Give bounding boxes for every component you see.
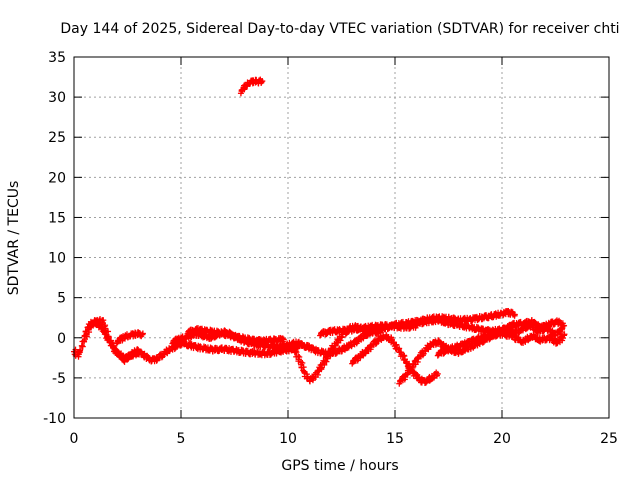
data-point [320, 357, 327, 364]
data-point [259, 78, 266, 85]
data-point [145, 354, 152, 361]
data-point [258, 78, 265, 85]
data-point [79, 343, 86, 350]
data-point [403, 359, 410, 366]
chart-title: Day 144 of 2025, Sidereal Day-to-day VTE… [60, 21, 619, 37]
data-point [511, 311, 518, 318]
y-tick-labels: -10 -5 0 5 10 15 20 25 30 35 [43, 50, 66, 427]
data-point [152, 356, 159, 363]
x-tick-label: 0 [70, 431, 79, 447]
data-point [280, 336, 287, 343]
x-tick-label: 20 [493, 431, 511, 447]
data-point [139, 331, 146, 338]
data-point [561, 322, 568, 329]
x-tick-label: 25 [600, 431, 618, 447]
data-point [299, 359, 306, 366]
y-tick-label: 20 [48, 170, 66, 186]
plot-frame [73, 56, 610, 419]
data-point [78, 342, 85, 349]
data-point [108, 340, 115, 347]
y-tick-label: 25 [48, 130, 66, 146]
x-tick-label: 5 [177, 431, 186, 447]
data-point [104, 333, 111, 340]
data-point [295, 353, 302, 360]
y-tick-label: 0 [57, 331, 66, 347]
data-point [81, 332, 88, 339]
data-point [292, 348, 299, 355]
data-point [434, 370, 441, 377]
data-point [105, 334, 112, 341]
x-tick-label: 15 [386, 431, 404, 447]
x-axis-label: GPS time / hours [281, 458, 398, 474]
data-point [546, 326, 553, 333]
data-point [310, 344, 317, 351]
y-tick-label: -10 [43, 411, 66, 427]
data-point [417, 353, 424, 360]
data-point [77, 347, 84, 354]
y-tick-label: 10 [48, 251, 66, 267]
y-tick-label: -5 [52, 371, 66, 387]
y-tick-label: 5 [57, 291, 66, 307]
data-point [126, 354, 133, 361]
y-axis-label: SDTVAR / TECUs [6, 181, 22, 296]
x-tick-labels: 0 5 10 15 20 25 [70, 431, 618, 447]
data-point [557, 319, 564, 326]
data-point [101, 323, 108, 330]
x-tick-label: 10 [279, 431, 297, 447]
y-tick-label: 30 [48, 90, 66, 106]
data-point [436, 338, 443, 345]
y-tick-label: 15 [48, 210, 66, 226]
data-points [71, 76, 568, 387]
y-tick-label: 35 [48, 50, 66, 66]
data-point [561, 332, 568, 339]
data-point [192, 342, 199, 349]
data-point [560, 335, 567, 342]
data-point [82, 328, 89, 335]
